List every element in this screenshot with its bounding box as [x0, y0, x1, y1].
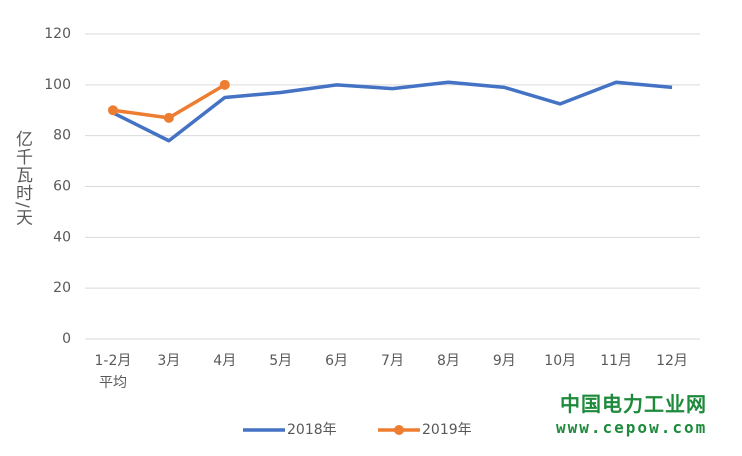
y-axis-title: 亿千瓦时/天	[12, 130, 32, 227]
series-line	[112, 80, 673, 143]
x-tick-label: 5月	[269, 353, 293, 369]
x-tick-label: 6月	[325, 353, 349, 369]
watermark: www.cepow.com	[556, 418, 708, 437]
y-tick-label: 60	[53, 179, 71, 195]
x-tick-label: 3月	[157, 353, 181, 369]
x-tick-label: 9月	[492, 353, 516, 369]
y-tick-label: 0	[62, 331, 71, 347]
y-tick-label: 40	[53, 229, 71, 245]
x-tick-label: 10月	[544, 353, 577, 369]
x-tick-label: 11月	[600, 353, 633, 369]
y-tick-label: 120	[44, 26, 71, 42]
legend-label: 2019年	[422, 422, 472, 438]
legend-label: 2018年	[287, 422, 337, 438]
x-tick-label: 4月	[213, 353, 237, 369]
point	[219, 79, 230, 90]
legend-marker	[394, 425, 404, 435]
point	[163, 112, 174, 123]
x-tick-label: 7月	[381, 353, 404, 369]
x-tick-label: 8月	[436, 353, 460, 369]
y-tick-label: 20	[53, 280, 71, 296]
y-tick-label: 80	[53, 128, 71, 144]
y-tick-label: 100	[44, 77, 71, 93]
watermark: 中国电力工业网	[560, 392, 707, 416]
x-tick-label: 1-2月 平均	[94, 353, 132, 391]
x-tick-label: 12月	[656, 353, 688, 369]
point	[107, 105, 118, 116]
